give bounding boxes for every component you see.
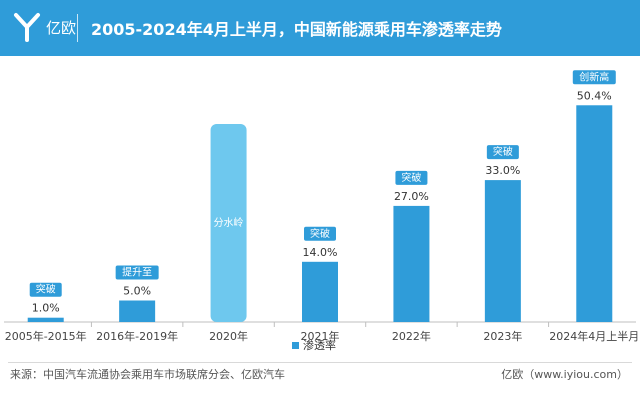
callout-tag: 突破 xyxy=(310,227,330,240)
callout-tag: 提升至 xyxy=(122,267,152,279)
x-tick-label: 2005年-2015年 xyxy=(5,329,87,343)
x-tick-label: 2023年 xyxy=(483,329,522,343)
site-credit: 亿欧（www.iyiou.com） xyxy=(501,368,628,381)
callout-tag-box xyxy=(395,170,428,185)
footer-divider xyxy=(8,362,632,363)
callout-tag-box xyxy=(115,265,159,280)
x-tick-label: 2020年 xyxy=(209,329,248,343)
data-label: 33.0% xyxy=(485,164,520,177)
legend-label: 渗透率 xyxy=(303,338,336,352)
bar xyxy=(393,205,430,322)
legend-swatch xyxy=(292,342,299,349)
data-label: 27.0% xyxy=(394,190,429,203)
yiou-logo-icon xyxy=(14,13,40,42)
source-note: 来源：中国汽车流通协会乘用车市场联席分会、亿欧汽车 xyxy=(10,368,285,381)
data-label: 5.0% xyxy=(123,285,151,298)
penetration-bar-chart: 2005年-2015年 1.0% 突破 2016年-2019年 5.0% 提升至 2020年… xyxy=(4,70,639,352)
callout-tag-box xyxy=(486,145,519,160)
watershed-bar xyxy=(210,124,247,322)
footer xyxy=(0,362,640,420)
bar xyxy=(576,105,613,322)
callout-tag: 突破 xyxy=(401,171,421,184)
callout-tag-box xyxy=(29,282,62,297)
data-label: 14.0% xyxy=(303,246,338,259)
bar xyxy=(27,317,64,322)
header-bar: 亿欧 2005-2024年4月上半月，中国新能源乘用车渗透率走势 xyxy=(0,0,640,56)
x-tick-label: 2021年 xyxy=(301,329,340,343)
callout-tag-box xyxy=(304,226,336,241)
brand-name: 亿欧 xyxy=(46,19,77,37)
callout-tag: 突破 xyxy=(493,145,513,158)
x-tick-label: 2022年 xyxy=(392,329,431,343)
bar xyxy=(119,300,156,322)
callout-tag-box xyxy=(572,70,616,85)
header-divider xyxy=(77,14,78,42)
data-label: 1.0% xyxy=(32,302,60,315)
callout-tag: 创新高 xyxy=(579,70,609,83)
x-tick-label: 2016年-2019年 xyxy=(96,329,178,343)
callout-tag: 突破 xyxy=(36,283,56,296)
bar xyxy=(484,180,521,322)
watershed-label: 分水岭 xyxy=(214,216,244,229)
x-tick-label: 2024年4月上半月 xyxy=(549,329,639,343)
page-title: 2005-2024年4月上半月，中国新能源乘用车渗透率走势 xyxy=(91,20,502,39)
data-label: 50.4% xyxy=(577,89,612,102)
bar xyxy=(302,261,338,322)
